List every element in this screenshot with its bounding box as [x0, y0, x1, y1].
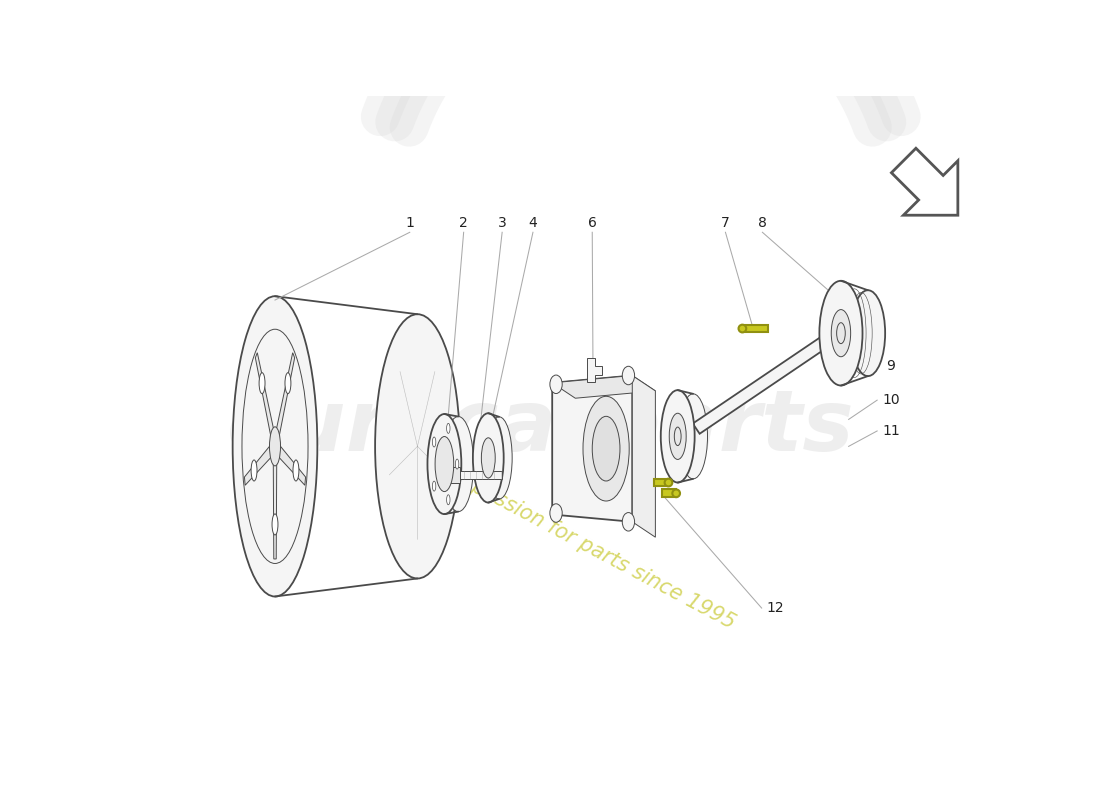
Polygon shape	[587, 358, 603, 382]
Ellipse shape	[738, 325, 746, 332]
Ellipse shape	[550, 504, 562, 522]
Polygon shape	[450, 467, 460, 482]
Ellipse shape	[455, 459, 459, 469]
Ellipse shape	[232, 296, 318, 597]
Ellipse shape	[293, 460, 299, 481]
Ellipse shape	[482, 438, 495, 478]
Polygon shape	[552, 375, 656, 398]
Ellipse shape	[850, 290, 886, 376]
Ellipse shape	[623, 513, 635, 531]
Ellipse shape	[672, 490, 680, 497]
Text: 9: 9	[887, 358, 895, 373]
Text: 1: 1	[405, 216, 415, 230]
Ellipse shape	[473, 414, 504, 502]
Ellipse shape	[285, 373, 290, 394]
Ellipse shape	[674, 427, 681, 446]
Ellipse shape	[432, 481, 436, 491]
Polygon shape	[632, 375, 656, 538]
Ellipse shape	[583, 396, 629, 501]
Ellipse shape	[272, 514, 278, 535]
Ellipse shape	[832, 310, 850, 357]
Text: 12: 12	[767, 601, 784, 615]
Ellipse shape	[251, 460, 257, 481]
Ellipse shape	[443, 417, 473, 512]
Ellipse shape	[820, 281, 862, 386]
Polygon shape	[742, 325, 768, 332]
Ellipse shape	[669, 414, 686, 459]
Text: 3: 3	[498, 216, 506, 230]
Text: 11: 11	[882, 424, 900, 438]
Polygon shape	[693, 334, 833, 434]
Ellipse shape	[375, 314, 460, 578]
Ellipse shape	[242, 330, 308, 563]
Ellipse shape	[270, 427, 280, 466]
Text: 10: 10	[882, 393, 900, 407]
Ellipse shape	[436, 437, 453, 491]
Ellipse shape	[661, 390, 695, 482]
Text: 7: 7	[722, 216, 729, 230]
Polygon shape	[255, 353, 274, 440]
Ellipse shape	[592, 416, 620, 481]
Polygon shape	[661, 490, 676, 497]
Ellipse shape	[486, 417, 513, 499]
Text: 8: 8	[758, 216, 767, 230]
Text: 4: 4	[529, 216, 537, 230]
Text: 6: 6	[587, 216, 596, 230]
Ellipse shape	[447, 423, 450, 434]
Text: eurocarparts: eurocarparts	[227, 386, 855, 469]
Text: a passion for parts since 1995: a passion for parts since 1995	[451, 467, 738, 633]
Polygon shape	[277, 444, 306, 486]
Ellipse shape	[260, 373, 265, 394]
Ellipse shape	[837, 322, 845, 344]
Polygon shape	[891, 148, 958, 215]
Polygon shape	[460, 471, 502, 478]
Polygon shape	[273, 458, 277, 559]
Ellipse shape	[432, 437, 436, 447]
Ellipse shape	[623, 366, 635, 385]
Ellipse shape	[447, 494, 450, 505]
Polygon shape	[244, 444, 273, 486]
Polygon shape	[552, 375, 632, 522]
Polygon shape	[653, 478, 669, 486]
Ellipse shape	[664, 478, 672, 486]
Text: 2: 2	[460, 216, 467, 230]
Ellipse shape	[428, 414, 461, 514]
Ellipse shape	[550, 375, 562, 394]
Ellipse shape	[679, 394, 707, 479]
Polygon shape	[276, 353, 295, 440]
